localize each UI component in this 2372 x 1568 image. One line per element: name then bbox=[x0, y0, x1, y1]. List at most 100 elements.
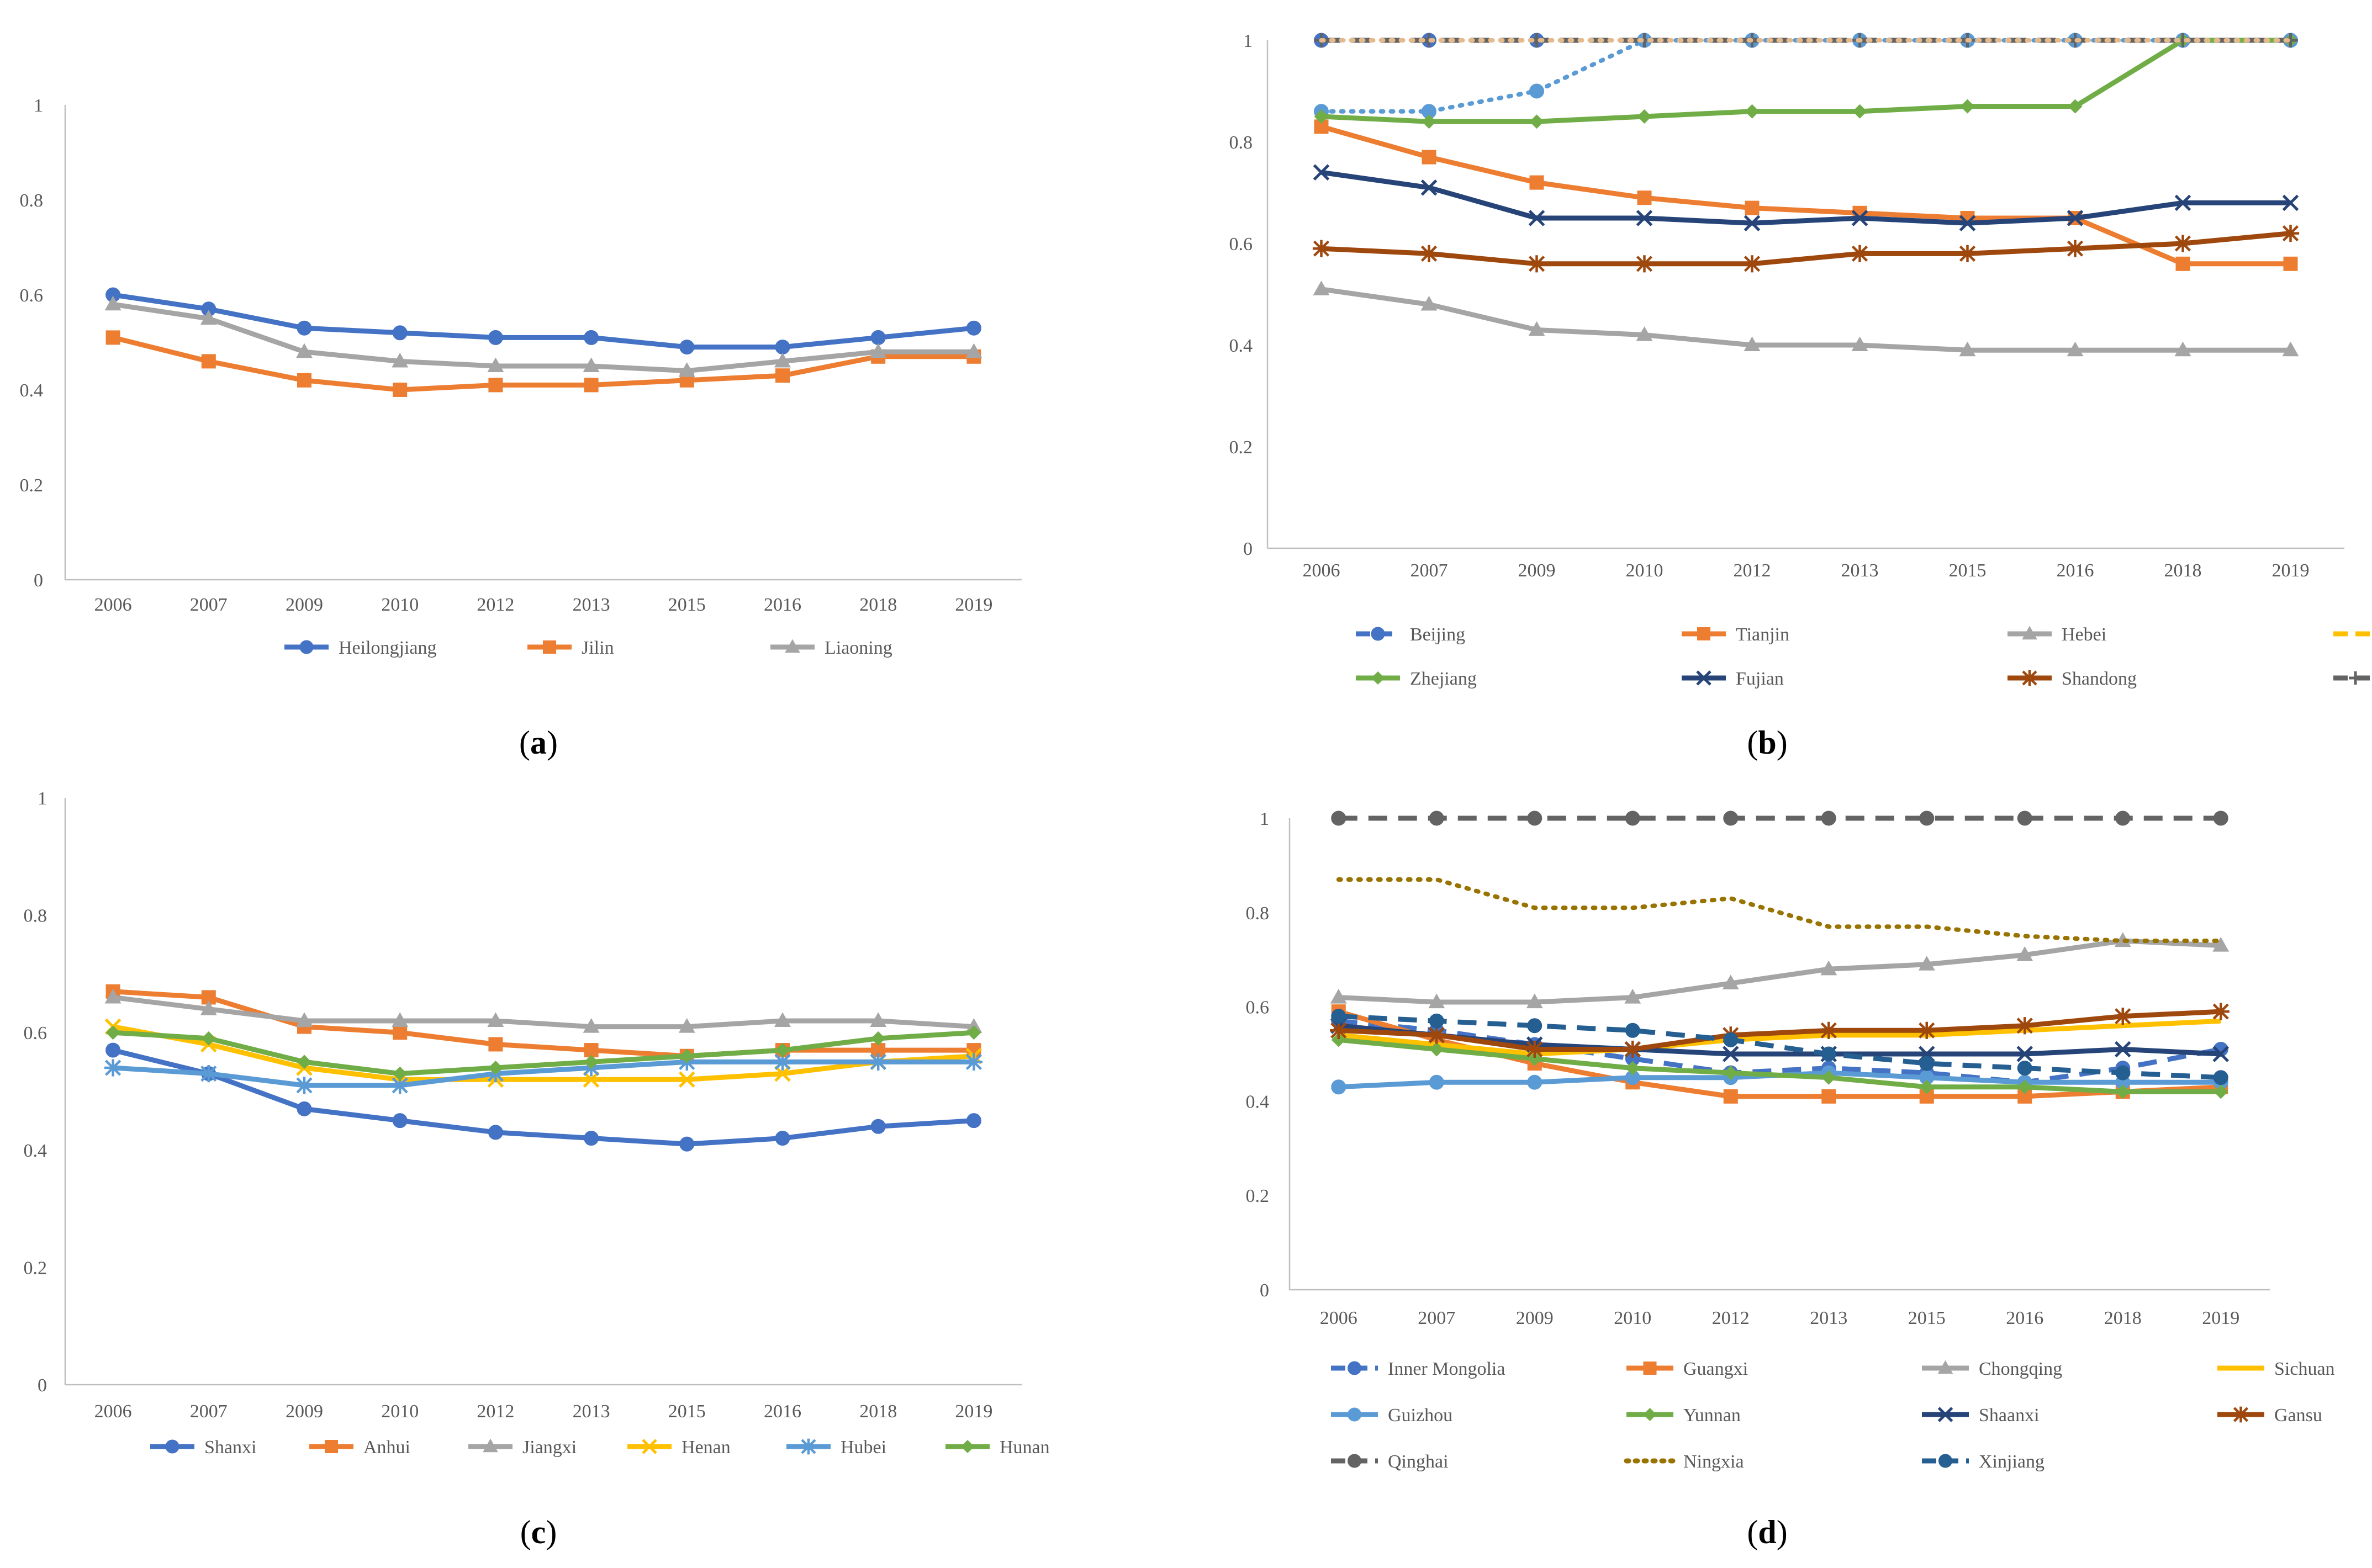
panel-d-point-qinghai bbox=[2213, 811, 2228, 826]
panel-c-line-hubei bbox=[113, 1059, 974, 1088]
panel-d-series-xinjiang bbox=[1331, 1009, 2228, 1085]
panel-d-legend-label: Xinjiang bbox=[1979, 1452, 2045, 1472]
panel-d-series-qinghai bbox=[1331, 811, 2228, 826]
panel-b-legend-item: Fujian bbox=[1682, 669, 1784, 689]
panel-c-series-shanxi bbox=[105, 1042, 981, 1152]
panel-b-legend-item: Hebei bbox=[2008, 624, 2106, 645]
panel-b-point-fujian bbox=[1636, 210, 1653, 226]
panel-b-point-zhejiang bbox=[1637, 109, 1652, 124]
panel-c-legend-marker bbox=[642, 1439, 657, 1454]
panel-c-point-jiangxi bbox=[392, 1012, 409, 1027]
panel-c-legend-marker bbox=[165, 1439, 179, 1454]
panel-c-point-hunan bbox=[679, 1048, 694, 1063]
panel-a-legend-label: Liaoning bbox=[825, 638, 892, 658]
panel-a-legend: Heilongjiang Jilin Liaoning bbox=[284, 638, 892, 658]
panel-d-legend-label: Inner Mongolia bbox=[1388, 1359, 1505, 1379]
panel-d-legend-label: Guizhou bbox=[1388, 1405, 1452, 1426]
panel-b-x-tick-label: 2012 bbox=[1734, 560, 1771, 581]
panel-c-point-shanxi bbox=[392, 1113, 408, 1129]
panel-b-legend-item: Tianjin bbox=[1682, 624, 1789, 645]
panel-d-point-qinghai bbox=[2115, 811, 2131, 826]
panel-b-point-fujian bbox=[1959, 215, 1976, 231]
panel-a-point-heilongjiang bbox=[392, 325, 408, 341]
panel-b-legend-label: Fujian bbox=[1736, 669, 1784, 689]
panel-b-y-tick-label: 0.2 bbox=[1229, 437, 1253, 458]
panel-a-point-heilongjiang bbox=[488, 330, 503, 345]
panel-d-legend-item: Qinghai bbox=[1331, 1452, 1449, 1472]
panel-a-legend-marker bbox=[543, 640, 556, 654]
panel-d-point-gansu bbox=[2114, 1008, 2132, 1025]
panel-c-legend-label: Shanxi bbox=[204, 1437, 256, 1458]
panel-d-line-ningxia bbox=[1336, 877, 2223, 944]
panel-d-caption: (d) bbox=[1747, 1514, 1787, 1550]
panel-b-line-jiangsu bbox=[1319, 38, 2293, 114]
panel-d-point-xinjiang bbox=[1723, 1032, 1739, 1047]
panel-d-point-yunnan bbox=[2213, 1084, 2228, 1099]
panel-b-point-zhejiang bbox=[1960, 99, 1975, 114]
panel-b-point-tianjin bbox=[1529, 175, 1544, 190]
panel-b-point-zhejiang bbox=[1745, 104, 1760, 119]
panel-b-point-shandong bbox=[1743, 255, 1761, 273]
panel-b-legend-item: Shandong bbox=[2008, 669, 2137, 689]
panel-a-point-liaoning bbox=[296, 343, 313, 358]
panel-a-point-liaoning bbox=[583, 357, 600, 373]
panel-b-x-tick-label: 2016 bbox=[2057, 560, 2094, 581]
panel-c-point-hunan bbox=[584, 1055, 599, 1069]
panel-b-point-tianjin bbox=[1422, 150, 1436, 165]
panel-c-point-shanxi bbox=[584, 1131, 599, 1146]
panel-a-point-jilin bbox=[775, 368, 790, 383]
panel-c-legend-marker bbox=[325, 1440, 338, 1453]
panel-c-y-tick-label: 0 bbox=[38, 1375, 47, 1396]
panel-d-point-gansu bbox=[2016, 1017, 2033, 1035]
panel-a-legend-label: Jilin bbox=[582, 638, 614, 658]
panel-b-point-zhejiang bbox=[2068, 99, 2083, 114]
panel-b-point-shandong bbox=[1958, 245, 1977, 262]
panel-d: 0 0.2 0.4 0.6 0.8 1 2006 2007 2009 2010 2012 2013 20… bbox=[1246, 809, 2335, 1550]
panel-d-line-yunnan bbox=[1338, 1037, 2221, 1094]
panel-d-legend-marker bbox=[1348, 1407, 1361, 1422]
panel-c-point-hubei bbox=[391, 1077, 409, 1094]
panel-a-point-heilongjiang bbox=[775, 340, 790, 355]
panel-c-point-jiangxi bbox=[774, 1012, 791, 1027]
panel-b-y-tick-label: 1 bbox=[1243, 31, 1253, 51]
panel-c-point-jiangxi bbox=[296, 1012, 313, 1027]
panel-b-line-shandong bbox=[1321, 231, 2291, 267]
panel-c-point-shanxi bbox=[488, 1125, 503, 1140]
panel-d-legend-item: Guizhou bbox=[1331, 1405, 1452, 1426]
panel-c-point-hunan bbox=[488, 1060, 503, 1075]
panel-c-legend-label: Hunan bbox=[1000, 1437, 1050, 1458]
panel-d-point-gansu bbox=[1330, 1021, 1348, 1039]
panel-c-legend-item: Jiangxi bbox=[468, 1437, 577, 1458]
panel-d-point-shaanxi bbox=[1722, 1046, 1739, 1062]
panel-c-point-henan bbox=[679, 1071, 695, 1088]
panel-a-point-liaoning bbox=[965, 343, 982, 358]
panel-d-legend: Inner Mongolia Guangxi Chongqing Sichuan Gui… bbox=[1331, 1359, 2335, 1472]
panel-d-point-gansu bbox=[1428, 1026, 1445, 1044]
panel-b-point-shandong bbox=[1851, 245, 1869, 262]
panel-c-point-hubei bbox=[200, 1065, 218, 1083]
panel-d-point-qinghai bbox=[1821, 811, 1836, 826]
panel-d-legend-marker bbox=[1643, 1362, 1657, 1375]
panel-c-point-henan bbox=[774, 1065, 791, 1082]
panel-c-point-hunan bbox=[393, 1066, 408, 1081]
panel-a-legend-item: Heilongjiang bbox=[284, 638, 437, 658]
panel-b-legend-label: Zhejiang bbox=[1410, 669, 1477, 689]
panel-d-point-qinghai bbox=[1429, 811, 1444, 826]
panel-b-series-hebei bbox=[1313, 280, 2299, 357]
panel-b-point-fujian bbox=[1313, 164, 1330, 181]
panel-d-point-qinghai bbox=[2017, 811, 2032, 826]
panel-b-x-tick-label: 2006 bbox=[1303, 560, 1340, 581]
panel-c-legend-item: Hunan bbox=[945, 1437, 1050, 1458]
panel-d-line-sichuan bbox=[1338, 1018, 2221, 1057]
panel-d-point-xinjiang bbox=[1429, 1013, 1444, 1029]
panel-a-point-jilin bbox=[488, 378, 503, 393]
panel-c-point-hunan bbox=[297, 1055, 311, 1069]
panel-c-legend-marker bbox=[961, 1440, 974, 1453]
panel-d-point-chongqing bbox=[1722, 974, 1739, 989]
panel-a-x-tick-label: 2019 bbox=[955, 595, 992, 615]
panel-b-point-fujian bbox=[1851, 210, 1868, 226]
panel-c-x-tick-label: 2006 bbox=[94, 1401, 132, 1422]
panel-a-point-jilin bbox=[297, 373, 311, 388]
panel-d-point-chongqing bbox=[1330, 988, 1347, 1004]
panel-c-point-jiangxi bbox=[678, 1018, 695, 1033]
